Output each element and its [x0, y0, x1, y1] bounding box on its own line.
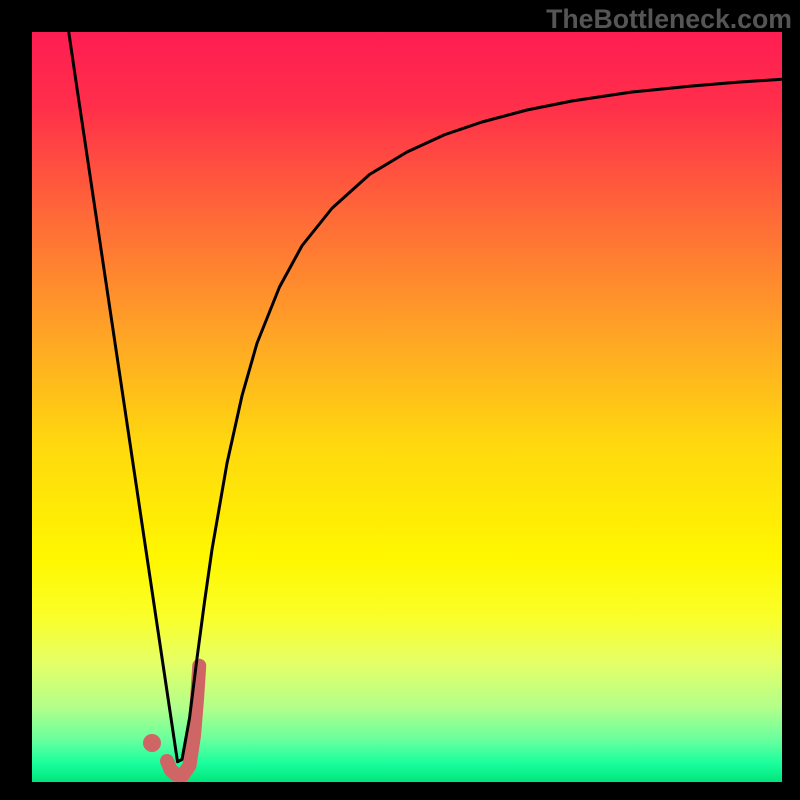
plot-area — [32, 32, 782, 782]
optimal-marker-dot — [143, 734, 161, 752]
watermark-text: TheBottleneck.com — [546, 4, 792, 35]
chart-frame: TheBottleneck.com — [0, 0, 800, 800]
gradient-background — [32, 32, 782, 782]
plot-svg — [32, 32, 782, 782]
